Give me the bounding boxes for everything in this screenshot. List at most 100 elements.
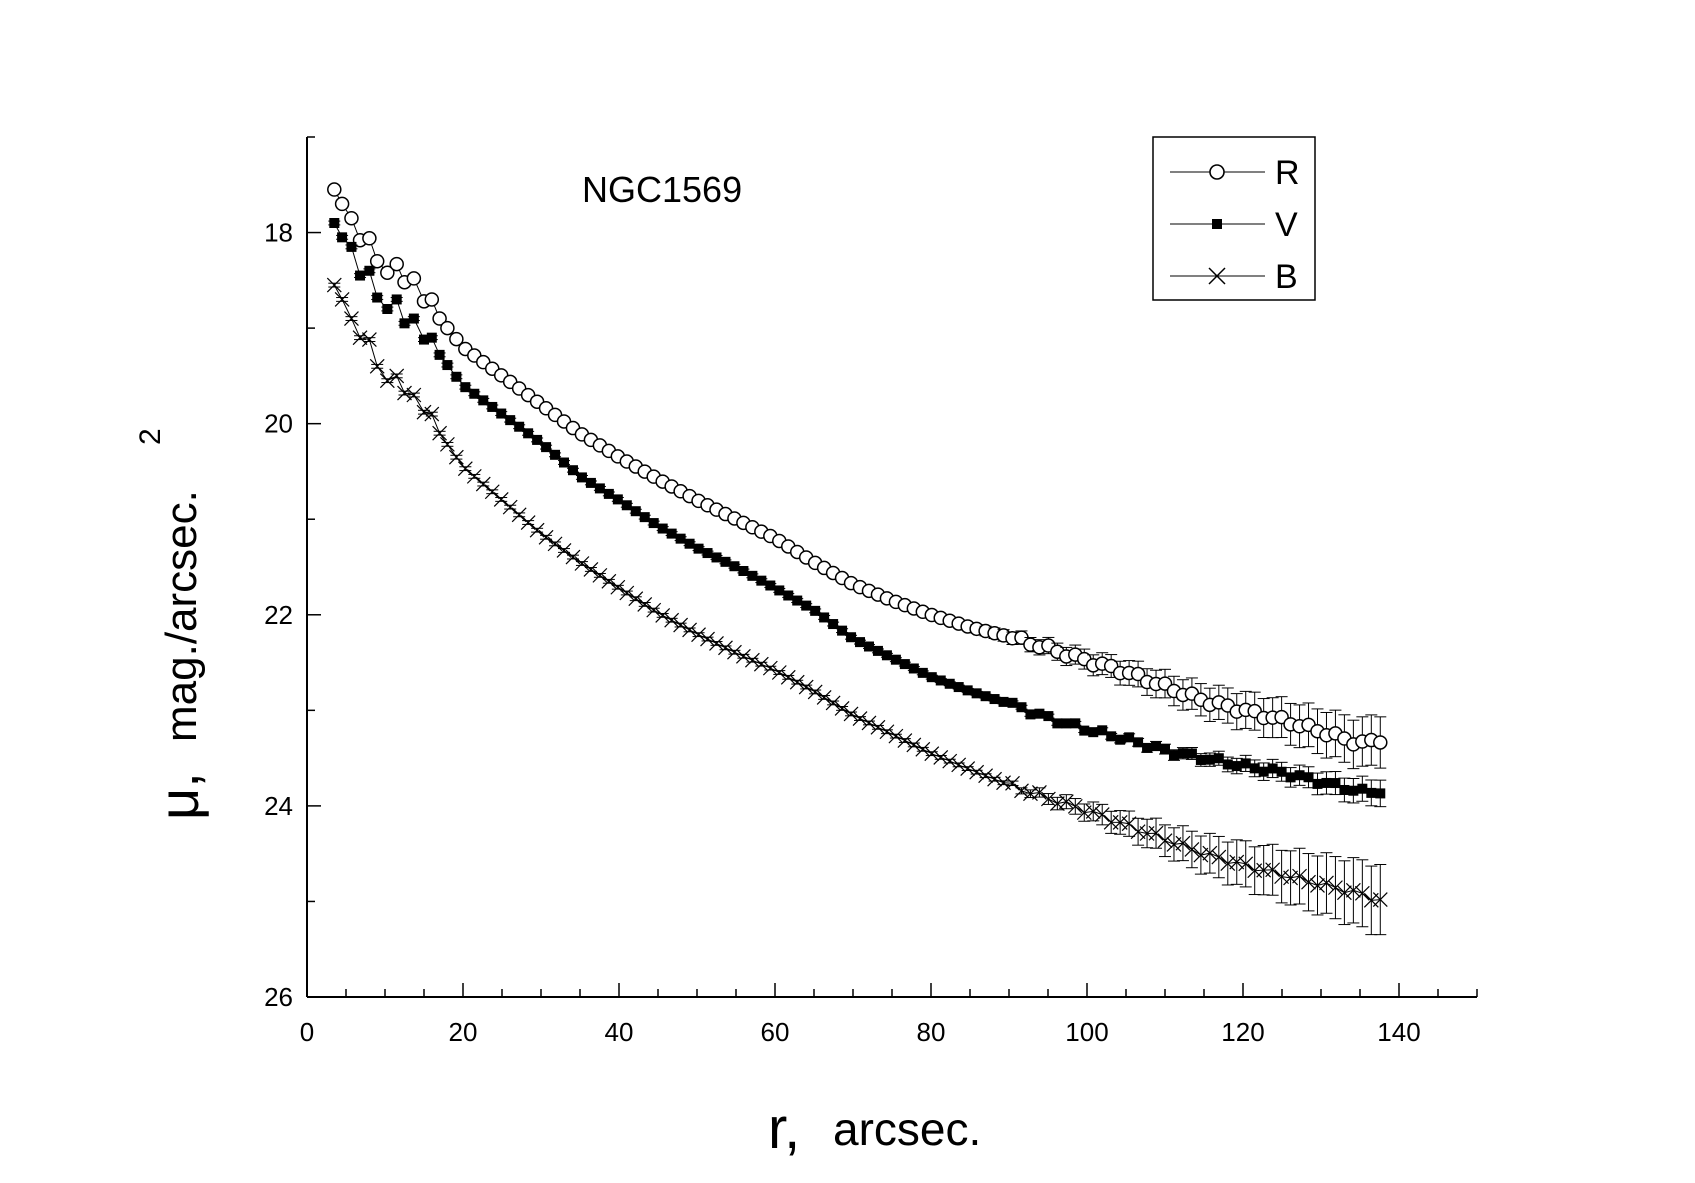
data-point-b bbox=[361, 332, 377, 348]
data-point-v bbox=[505, 415, 516, 426]
data-point-v bbox=[666, 528, 677, 539]
data-point-b bbox=[1354, 885, 1370, 901]
cross-stroke bbox=[466, 468, 482, 484]
data-point-v bbox=[1249, 763, 1260, 774]
data-point-v bbox=[1079, 725, 1090, 736]
y-axis-title-exponent: 2 bbox=[134, 428, 167, 445]
data-point-r bbox=[362, 231, 377, 246]
data-point-v bbox=[684, 538, 695, 549]
data-point-v bbox=[1186, 748, 1197, 759]
x-tick-label: 60 bbox=[761, 1017, 790, 1047]
data-point-v bbox=[585, 477, 596, 488]
data-point-b bbox=[502, 499, 518, 515]
data-point-v bbox=[1043, 711, 1054, 722]
data-point-v bbox=[675, 533, 686, 544]
cross-stroke bbox=[1274, 869, 1290, 885]
cross-stroke bbox=[628, 591, 644, 607]
data-point-v bbox=[792, 595, 803, 606]
data-point-v bbox=[1016, 702, 1027, 713]
data-point-b bbox=[1157, 833, 1173, 849]
cross-stroke bbox=[969, 764, 985, 780]
data-point-v bbox=[532, 434, 543, 445]
cross-stroke bbox=[798, 679, 814, 695]
data-point-b bbox=[1310, 878, 1325, 893]
data-point-v bbox=[1052, 718, 1063, 729]
cross-stroke bbox=[933, 749, 949, 765]
data-point-b bbox=[1040, 791, 1056, 807]
axes: 0 20 40 60 80 100 120 140 18 20 22 24 26 bbox=[264, 136, 1478, 1047]
data-point-v bbox=[1168, 750, 1179, 761]
data-point-r bbox=[424, 292, 440, 307]
data-point-v bbox=[828, 619, 839, 630]
data-point-v bbox=[980, 691, 991, 702]
cross-stroke bbox=[1336, 885, 1352, 901]
data-point-b bbox=[592, 567, 608, 583]
data-point-b bbox=[924, 746, 940, 762]
cross-stroke bbox=[1094, 807, 1110, 823]
cross-stroke bbox=[700, 631, 715, 647]
cross-stroke bbox=[1301, 874, 1316, 890]
cross-stroke bbox=[1014, 783, 1029, 799]
data-point-b bbox=[861, 715, 877, 731]
data-point-b bbox=[326, 277, 342, 293]
data-point-b bbox=[1229, 854, 1245, 870]
data-point-b bbox=[1265, 862, 1281, 878]
cross-stroke bbox=[718, 640, 733, 656]
data-point-b bbox=[1094, 807, 1110, 823]
cross-stroke bbox=[1283, 870, 1299, 886]
data-point-v bbox=[1088, 727, 1099, 738]
cross-stroke bbox=[1023, 786, 1038, 802]
data-point-b bbox=[888, 728, 904, 744]
y-axis-title: μ, mag./arcsec. 2 bbox=[134, 428, 210, 820]
data-point-v bbox=[621, 500, 632, 511]
data-point-v bbox=[720, 556, 731, 567]
cross-stroke bbox=[843, 706, 859, 722]
data-point-v bbox=[899, 659, 910, 670]
cross-stroke bbox=[538, 529, 554, 545]
cross-stroke bbox=[1265, 862, 1281, 878]
data-point-b bbox=[798, 679, 814, 695]
cross-stroke bbox=[1220, 856, 1236, 871]
data-point-b bbox=[1345, 882, 1361, 898]
data-point-b bbox=[511, 507, 527, 523]
data-point-v bbox=[863, 641, 874, 652]
data-point-b bbox=[520, 515, 536, 530]
data-point-v bbox=[355, 270, 366, 281]
legend-entry-r: R bbox=[1170, 154, 1300, 192]
data-point-v bbox=[1115, 734, 1126, 745]
data-point-b bbox=[352, 330, 368, 346]
data-point-b bbox=[574, 556, 590, 571]
data-point-v bbox=[1177, 748, 1188, 759]
cross-stroke bbox=[789, 674, 805, 690]
data-point-v bbox=[612, 494, 623, 505]
series-v bbox=[328, 218, 1387, 808]
data-point-v bbox=[908, 663, 919, 674]
cross-stroke bbox=[861, 715, 877, 731]
data-point-v bbox=[756, 575, 767, 586]
data-point-r bbox=[1373, 735, 1388, 750]
data-point-v bbox=[1222, 759, 1233, 770]
cross-stroke bbox=[352, 330, 368, 346]
data-point-v bbox=[810, 605, 821, 616]
x-tick-label: 80 bbox=[917, 1017, 946, 1047]
data-point-v bbox=[1357, 783, 1368, 794]
cross-stroke bbox=[432, 425, 448, 441]
data-point-v bbox=[603, 488, 614, 499]
cross-stroke bbox=[834, 700, 850, 716]
cross-stroke bbox=[978, 768, 994, 784]
data-point-r bbox=[389, 256, 404, 272]
data-point-b bbox=[457, 461, 473, 477]
data-point-v bbox=[711, 552, 722, 563]
cross-stroke bbox=[484, 484, 500, 500]
y-tick-label: 26 bbox=[264, 982, 293, 1012]
cross-stroke bbox=[369, 358, 385, 374]
data-point-v bbox=[926, 672, 937, 683]
data-point-b bbox=[933, 749, 949, 765]
data-point-b bbox=[960, 761, 976, 777]
data-point-b bbox=[1211, 849, 1227, 865]
data-point-b bbox=[389, 368, 405, 384]
data-point-v bbox=[729, 561, 740, 572]
data-point-v bbox=[1375, 788, 1386, 799]
data-point-b bbox=[484, 484, 500, 500]
cross-stroke bbox=[389, 368, 405, 384]
